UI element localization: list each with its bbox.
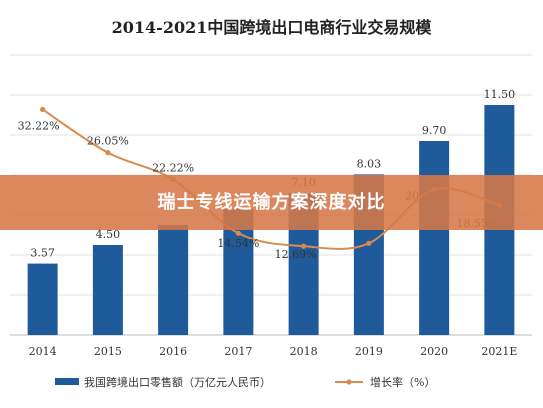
bar xyxy=(27,263,58,335)
bar xyxy=(419,141,450,335)
x-tick-label: 2020 xyxy=(420,345,448,358)
bar-value-label: 4.50 xyxy=(96,228,121,241)
chart-title: 2014-2021中国跨境出口电商行业交易规模 xyxy=(111,18,432,37)
growth-rate-label: 14.54% xyxy=(217,237,259,250)
legend-swatch-marker xyxy=(346,379,352,385)
growth-rate-label: 26.05% xyxy=(87,135,129,148)
bar xyxy=(158,225,189,335)
growth-rate-label: 12.69% xyxy=(275,248,317,261)
x-tick-label: 2015 xyxy=(94,345,122,358)
overlay-banner: 瑞士专线运输方案深度对比 xyxy=(0,175,543,230)
legend-label-line: 增长率（%） xyxy=(370,375,435,389)
growth-rate-point xyxy=(105,150,111,156)
growth-rate-point xyxy=(235,230,241,236)
bar xyxy=(223,209,254,335)
bar xyxy=(92,245,123,335)
growth-rate-label: 22.22% xyxy=(152,161,194,174)
x-tick-label: 2017 xyxy=(224,345,252,358)
legend-label-bar: 我国跨境出口零售额（万亿元人民币） xyxy=(84,375,271,389)
x-tick-label: 2018 xyxy=(290,345,318,358)
growth-rate-point xyxy=(301,243,307,249)
x-tick-label: 2021E xyxy=(481,345,517,358)
x-tick-label: 2016 xyxy=(159,345,187,358)
bar-value-label: 9.70 xyxy=(422,124,447,137)
growth-rate-label: 32.22% xyxy=(18,119,60,132)
bar-value-label: 3.57 xyxy=(30,247,55,260)
bar-value-label: 8.03 xyxy=(357,157,382,170)
legend-swatch-bar xyxy=(55,378,79,385)
bar-value-label: 11.50 xyxy=(484,88,516,101)
x-tick-label: 2019 xyxy=(355,345,383,358)
growth-rate-point xyxy=(366,240,372,246)
banner-text: 瑞士专线运输方案深度对比 xyxy=(157,192,386,213)
growth-rate-point xyxy=(40,106,46,113)
x-tick-label: 2014 xyxy=(29,345,57,358)
